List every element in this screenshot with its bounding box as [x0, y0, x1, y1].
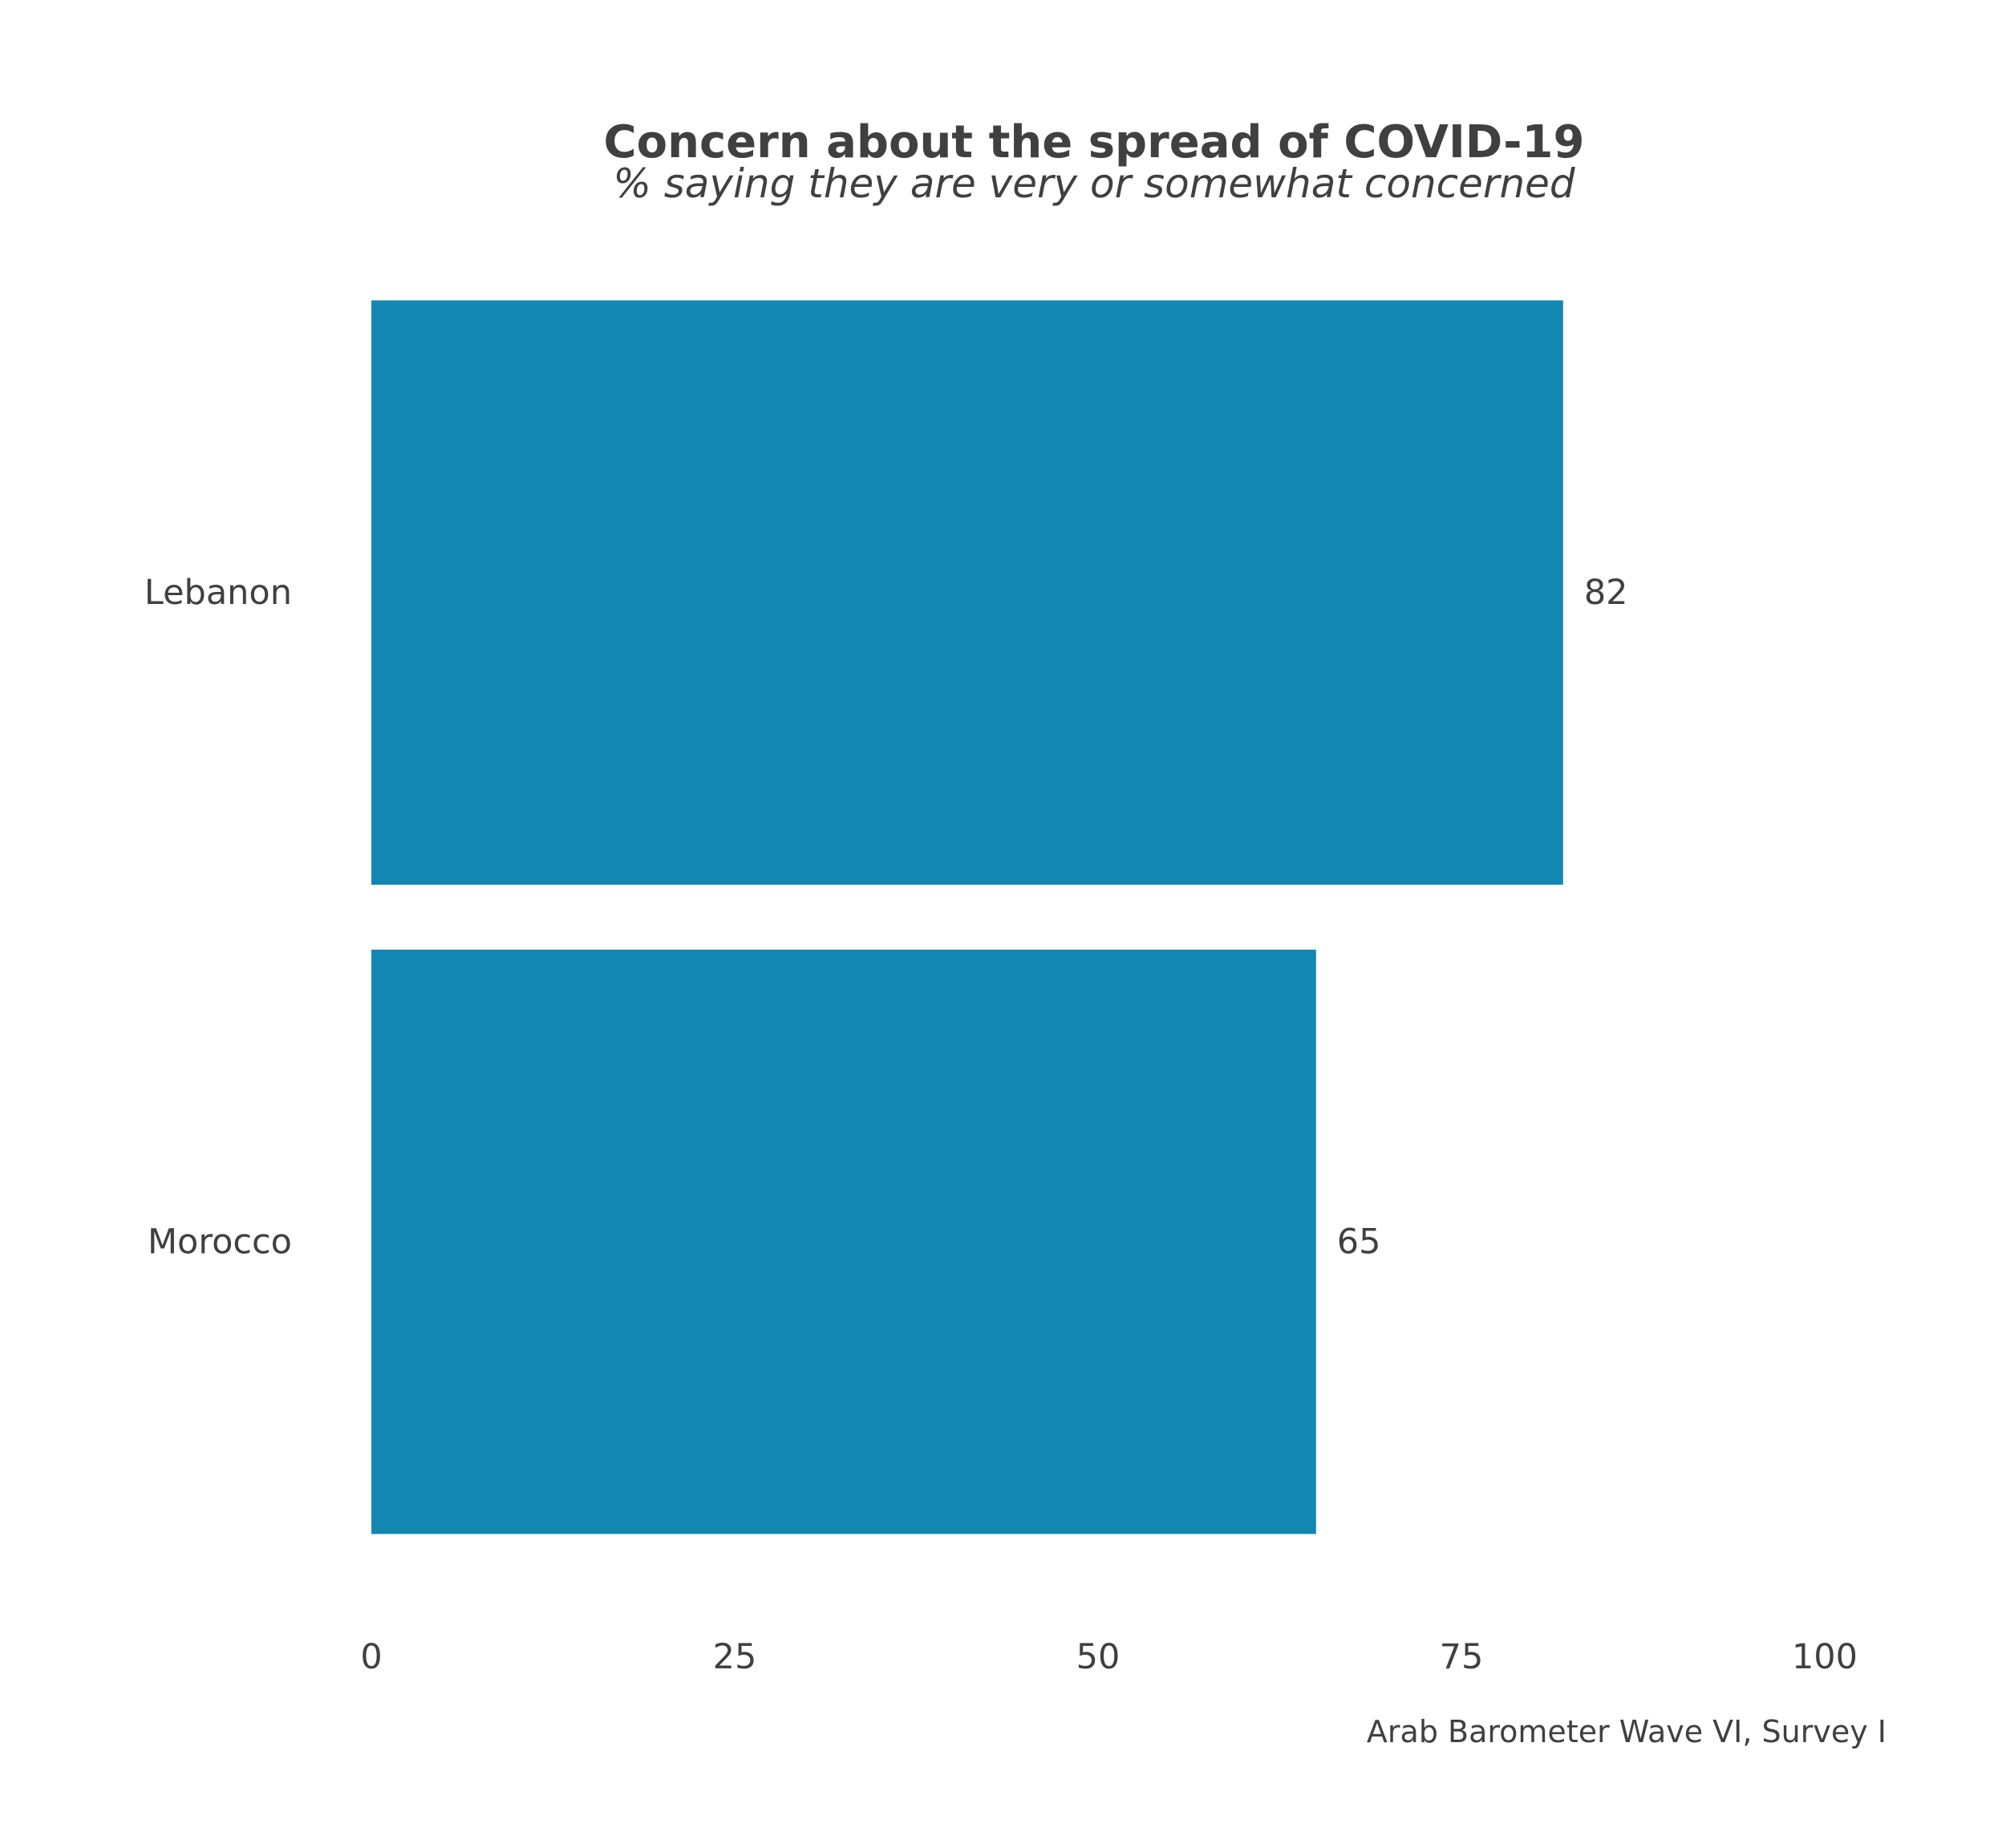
chart-subtitle: % saying they are very or somewhat conce… — [613, 160, 1575, 207]
x-tick-label: 50 — [1076, 1637, 1121, 1677]
value-label-lebanon: 82 — [1584, 573, 1628, 613]
x-tick-label: 100 — [1792, 1637, 1858, 1677]
x-tick-label: 25 — [713, 1637, 757, 1677]
chart-caption: Arab Barometer Wave VI, Survey I — [1367, 1714, 1886, 1749]
x-tick-label: 0 — [360, 1637, 382, 1677]
value-label-morocco: 65 — [1337, 1222, 1381, 1262]
x-tick-label: 75 — [1440, 1637, 1484, 1677]
category-label-lebanon: Lebanon — [144, 573, 292, 613]
chart-title: Concern about the spread of COVID-19 — [604, 116, 1585, 168]
category-label-morocco: Morocco — [148, 1222, 292, 1262]
bar-lebanon — [371, 300, 1563, 886]
bars-layer — [371, 300, 1563, 1534]
bar-morocco — [371, 949, 1316, 1534]
labels-layer: Lebanon 82 Morocco 65 — [144, 573, 1628, 1262]
x-axis-ticks: 0 25 50 75 100 — [360, 1637, 1858, 1677]
